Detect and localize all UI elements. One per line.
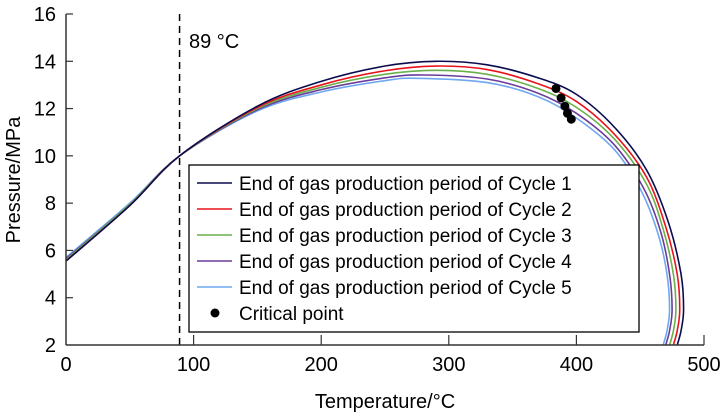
series-line-cycle-1 bbox=[66, 60, 685, 345]
legend-label: End of gas production period of Cycle 1 bbox=[239, 174, 572, 195]
y-tick-label: 6 bbox=[45, 240, 56, 262]
critical-point-cycle-3 bbox=[560, 101, 570, 111]
temperature-annotation-label: 89 °C bbox=[189, 31, 239, 53]
axes: 0 100 200 300 400 500 2 4 6 8 10 12 14 16 bbox=[34, 4, 721, 376]
critical-point-cycle-1 bbox=[551, 83, 561, 93]
y-tick-label: 8 bbox=[45, 193, 56, 215]
critical-point-cycle-5 bbox=[566, 114, 576, 124]
x-axis-title: Temperature/°C bbox=[315, 391, 455, 413]
x-tick-label: 0 bbox=[60, 354, 71, 376]
x-tick-label: 100 bbox=[177, 354, 210, 376]
x-tick-label: 300 bbox=[432, 354, 465, 376]
y-tick-label: 4 bbox=[45, 288, 56, 310]
legend-label: End of gas production period of Cycle 4 bbox=[239, 252, 572, 273]
legend-box bbox=[188, 164, 640, 333]
critical-point-cycle-2 bbox=[556, 93, 566, 103]
y-axis-title: Pressure/MPa bbox=[3, 116, 25, 244]
y-tick-label: 16 bbox=[34, 4, 56, 26]
legend-label: End of gas production period of Cycle 5 bbox=[239, 278, 572, 299]
legend-marker-critical-point bbox=[210, 308, 220, 318]
plot-area bbox=[66, 14, 685, 345]
y-tick-label: 2 bbox=[45, 335, 56, 357]
x-tick-label: 500 bbox=[687, 354, 720, 376]
legend-label: End of gas production period of Cycle 2 bbox=[239, 200, 572, 221]
legend: End of gas production period of Cycle 1 E… bbox=[188, 164, 640, 333]
x-tick-label: 400 bbox=[560, 354, 593, 376]
y-tick-label: 10 bbox=[34, 146, 56, 168]
legend-label: Critical point bbox=[239, 304, 344, 325]
x-tick-label: 200 bbox=[305, 354, 338, 376]
y-tick-label: 14 bbox=[34, 51, 56, 73]
legend-label: End of gas production period of Cycle 3 bbox=[239, 226, 572, 247]
y-tick-label: 12 bbox=[34, 99, 56, 121]
